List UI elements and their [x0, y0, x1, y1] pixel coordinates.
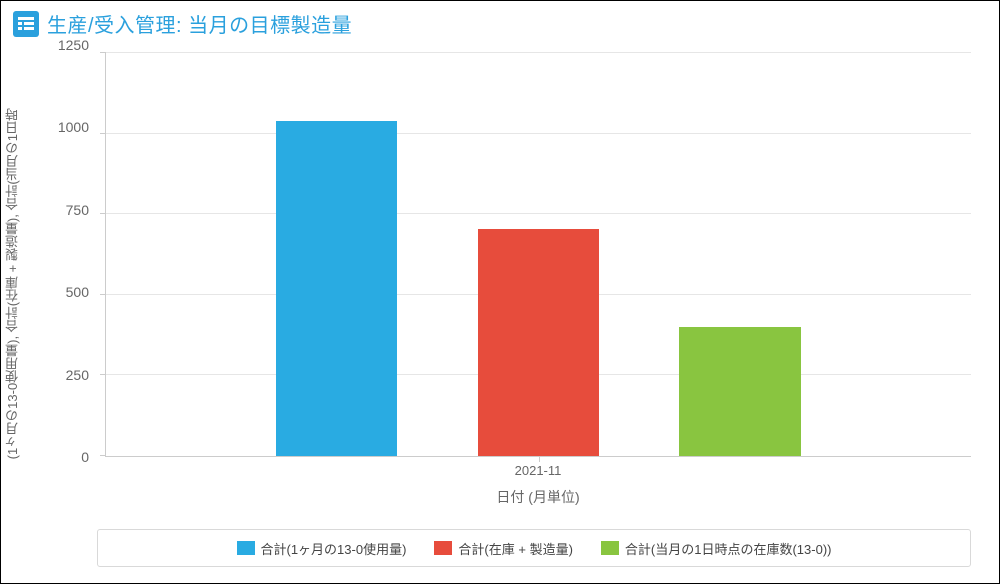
page-header: 生産/受入管理: 当月の目標製造量 [13, 9, 987, 38]
legend-label: 合計(当月の1日時点の在庫数(13-0)) [625, 539, 832, 558]
legend-swatch [237, 541, 255, 555]
table-icon [13, 11, 39, 37]
y-tick-mark [100, 133, 106, 134]
y-tick-label: 1000 [58, 119, 89, 135]
y-tick-label: 0 [81, 449, 89, 465]
y-axis-ticks: 025050075010001250 [27, 45, 97, 457]
chart: 025050075010001250 日付 (月単位) 2021-11 [27, 45, 971, 513]
x-tick-label: 2021-11 [515, 463, 562, 478]
bar [478, 229, 599, 456]
x-axis-label: 日付 (月単位) [496, 487, 579, 507]
plot-area [105, 53, 971, 457]
legend: 合計(1ヶ月の13-0使用量) 合計(在庫 + 製造量) 合計(当月の1日時点の在庫… [97, 529, 971, 567]
y-tick-mark [100, 52, 106, 53]
bar [276, 121, 397, 456]
page-title: 生産/受入管理: 当月の目標製造量 [47, 9, 352, 38]
y-tick-label: 1250 [58, 37, 89, 53]
y-tick-label: 750 [66, 202, 89, 218]
legend-label: 合計(1ヶ月の13-0使用量) [261, 539, 407, 558]
y-tick-mark [100, 374, 106, 375]
gridline [106, 52, 971, 53]
legend-label: 合計(在庫 + 製造量) [458, 539, 572, 558]
plot: 025050075010001250 日付 (月単位) 2021-11 [27, 45, 971, 513]
y-tick-label: 250 [66, 367, 89, 383]
x-axis: 日付 (月単位) 2021-11 [105, 457, 971, 513]
y-tick-mark [100, 294, 106, 295]
legend-swatch [434, 541, 452, 555]
legend-swatch [601, 541, 619, 555]
y-tick-mark [100, 213, 106, 214]
legend-item[interactable]: 合計(在庫 + 製造量) [434, 539, 572, 558]
bar [679, 327, 800, 456]
legend-item[interactable]: 合計(当月の1日時点の在庫数(13-0)) [601, 539, 832, 558]
y-tick-label: 500 [66, 284, 89, 300]
y-tick-mark [100, 455, 106, 456]
legend-item[interactable]: 合計(1ヶ月の13-0使用量) [237, 539, 407, 558]
gridline [106, 213, 971, 214]
gridline [106, 133, 971, 134]
y-axis-label: (1ヶ月の13-0使用量), 合計(在庫 + 製造量), 合計(当月の1日時 [1, 45, 23, 523]
y-axis-label-text: (1ヶ月の13-0使用量), 合計(在庫 + 製造量), 合計(当月の1日時 [3, 108, 22, 459]
app-frame: 生産/受入管理: 当月の目標製造量 (1ヶ月の13-0使用量), 合計(在庫 +… [0, 0, 1000, 584]
